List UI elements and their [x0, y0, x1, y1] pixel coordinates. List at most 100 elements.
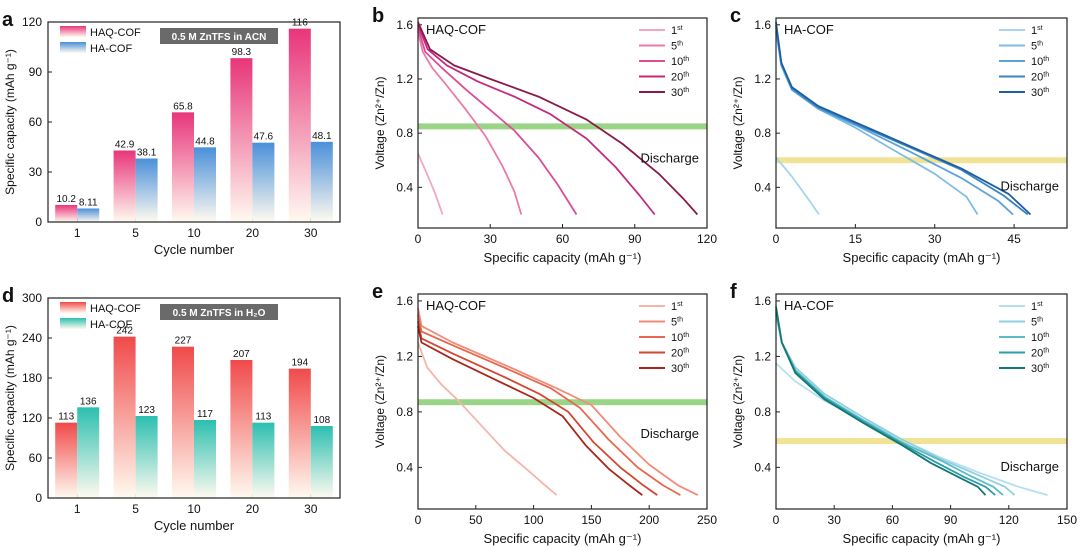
- bar-value-label: 113: [58, 412, 74, 423]
- bar-value-label: 242: [116, 326, 133, 337]
- legend-label: 1st: [1031, 301, 1043, 313]
- discharge-curve-10th: [775, 27, 1014, 216]
- legend-label: HA-COF: [90, 43, 132, 55]
- y-tick-label: 0.8: [754, 126, 771, 140]
- panel-title: HA-COF: [784, 298, 834, 313]
- discharge-curve-30th: [775, 21, 1032, 216]
- y-tick-label: 0.4: [754, 460, 771, 474]
- x-tick-label: 30: [304, 502, 318, 516]
- voltage-band: [776, 157, 1067, 164]
- y-tick-label: 120: [22, 411, 42, 425]
- discharge-curve-30th: [417, 21, 699, 216]
- discharge-curve-1st: [417, 342, 558, 496]
- legend-label: 30th: [1031, 363, 1049, 375]
- voltage-band: [418, 123, 707, 130]
- voltage-band: [776, 438, 1067, 445]
- panel-title: HAQ-COF: [426, 22, 486, 37]
- bar-value-label: 194: [291, 358, 308, 369]
- bar-ha: [77, 407, 100, 498]
- x-tick-label: 0: [415, 513, 422, 527]
- legend-swatch: [60, 26, 86, 37]
- legend-label: 20th: [1031, 348, 1049, 360]
- legend-label: 20th: [671, 348, 689, 360]
- x-axis-label: Specific capacity (mAh g⁻¹): [843, 250, 1001, 265]
- bar-value-label: 123: [138, 405, 155, 416]
- plot-frame: [775, 293, 1068, 510]
- legend-label: 30th: [671, 87, 689, 99]
- bar-ha: [135, 416, 158, 498]
- y-tick-label: 300: [22, 291, 42, 305]
- legend-swatch: [60, 302, 86, 313]
- legend-label: HA-COF: [90, 319, 132, 331]
- bar-haq: [172, 346, 194, 498]
- plot-frame: [47, 297, 341, 499]
- x-tick-label: 1: [74, 226, 81, 240]
- x-tick-label: 45: [1007, 232, 1021, 246]
- x-tick-label: 1: [74, 502, 81, 516]
- legend-label: 30th: [671, 363, 689, 375]
- legend-label: 1st: [671, 301, 683, 313]
- bar-value-label: 108: [313, 415, 330, 426]
- bar-value-label: 42.9: [115, 140, 135, 151]
- y-tick-label: 30: [29, 165, 43, 179]
- y-tick-label: 1.6: [396, 294, 413, 308]
- y-tick-label: 1.6: [754, 18, 771, 32]
- condition-box: [160, 28, 278, 44]
- bar-ha: [310, 141, 333, 222]
- legend-label: 5th: [1031, 41, 1043, 53]
- panel-b: b 0 30 60 90 120 0.4 0.8 1.2 1.6 HAQ-COF 1st 5th 10th…: [372, 5, 717, 265]
- panel-e: e 0 50 100 150 200 250 0.4 0.8 1.2 1.6 HAQ-COF 1st 5t…: [372, 281, 717, 546]
- discharge-curve-10th: [417, 27, 578, 215]
- legend-label: HAQ-COF: [90, 27, 141, 39]
- y-tick-label: 1.2: [396, 349, 413, 363]
- x-axis-label: Specific capacity (mAh g⁻¹): [484, 531, 642, 546]
- bar-ha: [135, 158, 158, 222]
- legend-label: 10th: [1031, 56, 1049, 68]
- panel-title: HAQ-COF: [426, 298, 486, 313]
- panel-a: a 0 30 60 90 120 1 10.2 8.11 5 42.938.1 10 65.8 44.8 2…: [2, 9, 341, 257]
- legend-label: 1st: [671, 25, 683, 37]
- legend-swatch: [60, 318, 86, 329]
- y-axis-label: Voltage (Zn²⁺/Zn): [731, 76, 745, 169]
- bar-haq: [113, 150, 136, 222]
- discharge-annotation: Discharge: [640, 426, 699, 441]
- x-tick-label: 30: [828, 513, 842, 527]
- discharge-curve-30th: [417, 325, 643, 496]
- y-tick-label: 90: [29, 65, 43, 79]
- panel-label: a: [2, 9, 14, 31]
- bar-value-label: 47.6: [254, 132, 274, 143]
- legend-label: 10th: [671, 56, 689, 68]
- bar-value-label: 207: [233, 349, 250, 360]
- x-tick-label: 90: [944, 513, 958, 527]
- y-tick-label: 0.4: [754, 180, 771, 194]
- y-tick-label: 60: [29, 115, 43, 129]
- y-tick-label: 0: [35, 215, 42, 229]
- x-tick-label: 150: [581, 513, 601, 527]
- discharge-curve-20th: [417, 321, 658, 496]
- y-tick-label: 1.2: [754, 72, 771, 86]
- legend-label: 20th: [1031, 72, 1049, 84]
- x-tick-label: 0: [773, 232, 780, 246]
- x-tick-label: 150: [1057, 513, 1077, 527]
- y-tick-label: 0: [35, 491, 42, 505]
- voltage-band: [418, 399, 707, 406]
- x-tick-label: 20: [246, 226, 260, 240]
- discharge-annotation: Discharge: [1000, 459, 1059, 474]
- y-tick-label: 60: [29, 451, 43, 465]
- discharge-annotation: Discharge: [640, 150, 699, 165]
- x-tick-label: 100: [524, 513, 544, 527]
- bar-haq: [288, 368, 311, 498]
- bar-value-label: 116: [292, 18, 308, 29]
- x-axis-label: Specific capacity (mAh g⁻¹): [484, 250, 642, 265]
- legend-label: 10th: [1031, 332, 1049, 344]
- bar-haq: [230, 58, 253, 222]
- panel-c: c 0 15 30 45 0.4 0.8 1.2 1.6 HA-COF 1st 5th 10th 20th…: [730, 5, 1068, 265]
- bar-ha: [252, 422, 275, 498]
- y-axis-label: Voltage (Zn²⁺/Zn): [373, 355, 387, 448]
- panel-label: d: [2, 285, 14, 307]
- y-tick-label: 1.2: [754, 349, 771, 363]
- y-axis-label: Specific capacity (mAh g⁻¹): [3, 325, 17, 471]
- bar-value-label: 44.8: [195, 136, 215, 147]
- panel-f: f 0 30 60 90 120 150 0.4 0.8 1.2 1.6 HA-COF 1st 5th 10…: [730, 281, 1077, 546]
